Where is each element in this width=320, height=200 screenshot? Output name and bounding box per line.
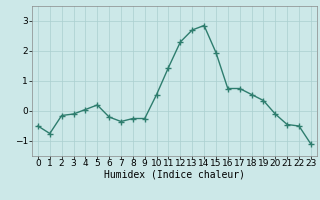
X-axis label: Humidex (Indice chaleur): Humidex (Indice chaleur)	[104, 169, 245, 179]
